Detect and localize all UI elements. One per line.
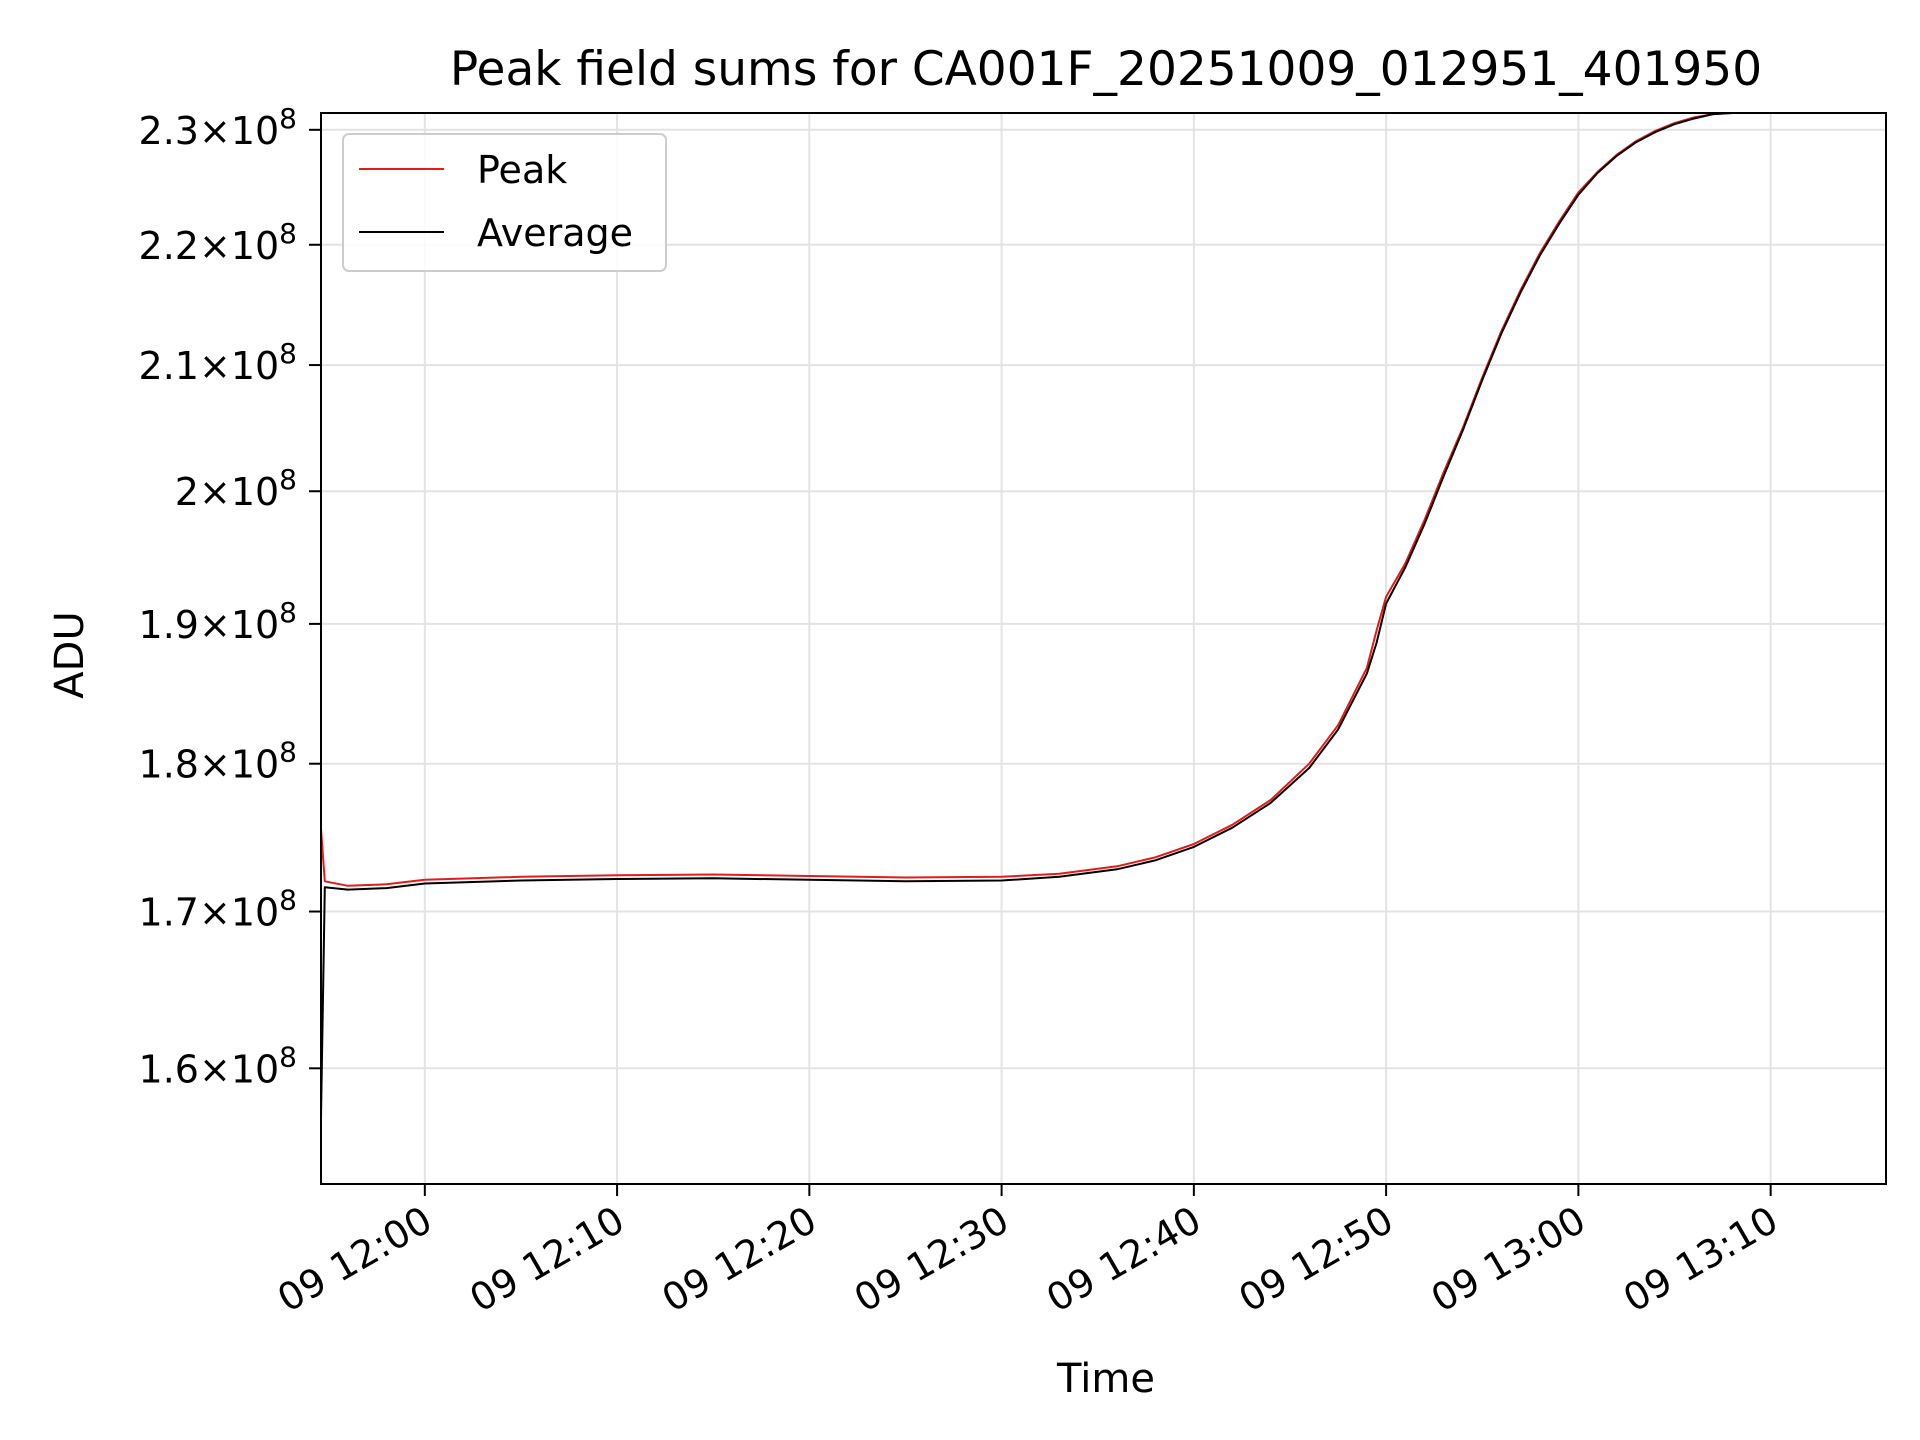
chart-title: Peak field sums for CA001F_20251009_0129… [450,42,1762,97]
y-tick-base: 10 [231,603,279,647]
x-axis-label: Time [1056,1356,1155,1402]
y-tick-exponent: 8 [279,217,297,250]
y-tick-label: 2.1×108 [139,337,297,388]
y-tick-label: 2×108 [175,463,297,514]
y-tick-base: 10 [231,1047,279,1091]
y-tick-times: × [199,891,231,935]
y-tick-base: 10 [231,743,279,787]
y-tick-times: × [199,224,231,268]
y-tick-label: 2.3×108 [139,102,297,153]
y-tick-base: 10 [231,470,279,514]
grid [321,113,1886,1184]
legend-label-peak: Peak [477,148,567,192]
y-tick-exponent: 8 [279,1040,297,1073]
y-tick-label: 1.7×108 [139,884,297,935]
y-tick-exponent: 8 [279,596,297,629]
legend: Peak Average [342,133,667,272]
y-tick-mantissa: 1.8 [139,743,199,787]
y-tick-label: 1.8×108 [139,736,297,787]
y-tick-mantissa: 2.2 [139,224,199,268]
series-layer [321,113,1733,1118]
legend-label-average: Average [477,211,633,255]
y-tick-exponent: 8 [279,102,297,135]
y-tick-base: 10 [231,344,279,388]
y-tick-exponent: 8 [279,736,297,769]
y-tick-base: 10 [231,891,279,935]
y-tick-times: × [199,743,231,787]
y-tick-times: × [199,470,231,514]
y-tick-mantissa: 1.9 [139,603,199,647]
y-tick-times: × [199,1047,231,1091]
y-tick-label: 1.6×108 [139,1040,297,1091]
y-tick-exponent: 8 [279,884,297,917]
y-tick-label: 1.9×108 [139,596,297,647]
y-tick-exponent: 8 [279,463,297,496]
y-axis: 1.6×1081.7×1081.8×1081.9×1082×1082.1×108… [139,102,321,1091]
y-tick-times: × [199,109,231,153]
y-tick-exponent: 8 [279,337,297,370]
y-axis-label: ADU [47,611,93,698]
series-line-average [321,113,1733,1118]
y-tick-label: 2.2×108 [139,217,297,268]
y-tick-base: 10 [231,109,279,153]
y-tick-times: × [199,344,231,388]
y-tick-times: × [199,603,231,647]
y-tick-mantissa: 2.1 [139,344,199,388]
plot-frame [320,112,1887,1185]
y-tick-base: 10 [231,224,279,268]
y-tick-mantissa: 1.7 [139,891,199,935]
y-tick-mantissa: 1.6 [139,1047,199,1091]
y-tick-mantissa: 2 [175,470,199,514]
y-tick-mantissa: 2.3 [139,109,199,153]
